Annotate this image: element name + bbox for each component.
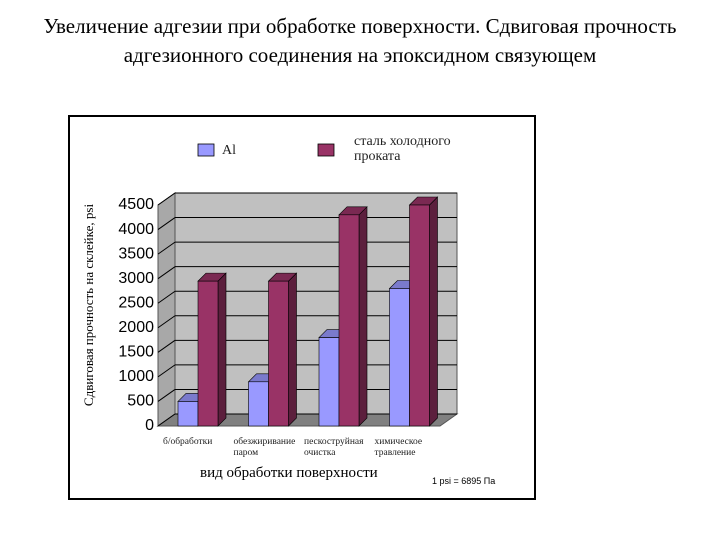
y-tick-label: 0	[145, 417, 154, 434]
y-tick-label: 1500	[118, 344, 154, 361]
legend-label: Al	[222, 143, 236, 158]
bar	[197, 280, 219, 427]
grid-line	[157, 192, 176, 206]
bar-side	[288, 272, 297, 427]
x-tick-label: химическое травление	[374, 437, 423, 458]
x-tick-label: б/обработки	[163, 437, 213, 447]
bar	[409, 204, 430, 427]
grid-line	[157, 413, 176, 427]
bar-side	[429, 196, 438, 427]
y-tick-label: 3500	[118, 245, 154, 262]
legend-swatch	[197, 143, 215, 157]
x-axis-label: вид обработки поверхности	[200, 465, 378, 481]
bar	[177, 401, 199, 427]
bar	[318, 337, 340, 427]
bar	[248, 381, 269, 427]
bar-side	[358, 206, 368, 427]
grid-line	[157, 266, 176, 280]
note: 1 psi = 6895 Па	[432, 476, 496, 486]
grid-line	[157, 241, 176, 255]
x-tick-label: обезжиривание паром	[233, 437, 296, 458]
grid-line	[157, 217, 176, 230]
legend-swatch	[317, 143, 335, 157]
grid-line	[157, 389, 176, 402]
y-tick-label: 3000	[118, 270, 154, 287]
y-tick-label: 2000	[118, 319, 154, 336]
bar-side	[217, 272, 227, 427]
bar	[268, 280, 289, 427]
x-tick-label: пескоструйная очистка	[304, 437, 364, 458]
bar	[389, 288, 410, 427]
y-tick-label: 4500	[118, 196, 154, 213]
y-tick-label: 2500	[118, 294, 154, 311]
grid-line	[157, 315, 176, 329]
y-axis-label: Сдвиговая прочность на склейке, psi	[81, 204, 96, 407]
y-tick-label: 1000	[118, 368, 154, 385]
y-tick-label: 4000	[118, 221, 154, 238]
legend-label: сталь холодного проката	[354, 134, 451, 164]
grid-line	[157, 339, 176, 353]
chart-title: Увеличение адгезии при обработке поверхн…	[43, 14, 677, 67]
chart-frame	[68, 115, 536, 500]
y-tick-label: 500	[127, 393, 154, 410]
bar	[338, 214, 360, 427]
grid-line	[157, 290, 176, 304]
grid-line	[157, 364, 176, 378]
